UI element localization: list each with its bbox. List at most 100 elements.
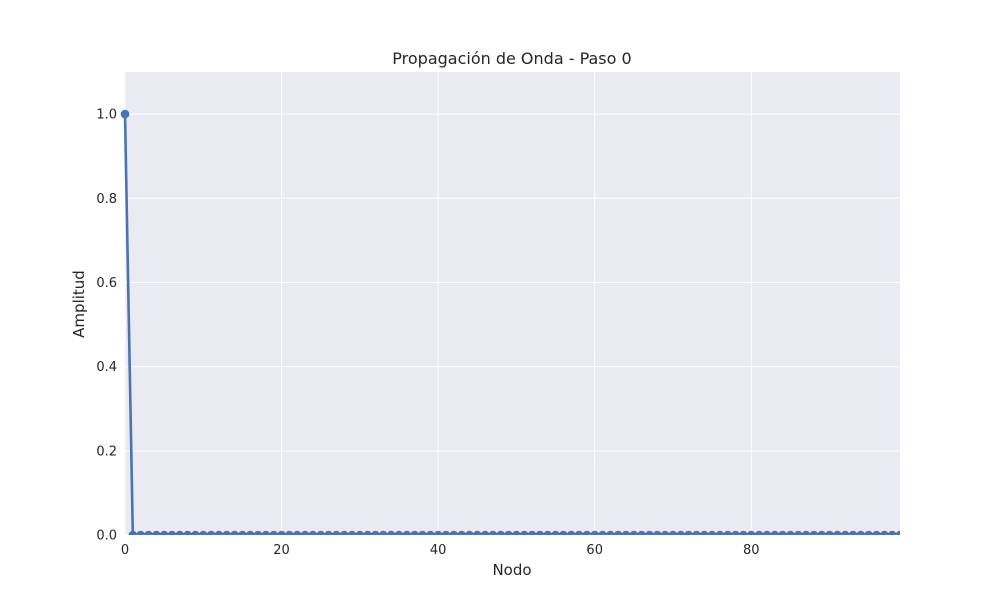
data-point xyxy=(214,530,224,535)
data-point xyxy=(856,530,866,535)
data-point xyxy=(402,530,412,535)
data-point xyxy=(230,530,239,535)
x-tick-label: 20 xyxy=(273,543,290,558)
data-point xyxy=(128,530,138,535)
data-point xyxy=(668,530,678,535)
y-axis-label: Amplitud xyxy=(70,270,88,338)
y-tick-label: 0.8 xyxy=(96,192,117,207)
data-point xyxy=(606,530,615,535)
data-point xyxy=(261,530,271,535)
data-point xyxy=(277,530,286,535)
data-point xyxy=(433,530,443,535)
data-point xyxy=(496,530,506,535)
data-point xyxy=(653,530,662,535)
data-point xyxy=(120,109,130,119)
data-point xyxy=(880,530,889,535)
data-point xyxy=(480,530,490,535)
data-point xyxy=(535,530,545,535)
data-point xyxy=(613,530,623,535)
data-point xyxy=(684,530,693,535)
data-point xyxy=(308,530,318,535)
data-point xyxy=(582,530,592,535)
data-point xyxy=(441,530,451,535)
data-point xyxy=(519,530,529,535)
data-point xyxy=(739,530,748,535)
data-point xyxy=(191,530,200,535)
data-point xyxy=(136,530,145,535)
data-point xyxy=(872,530,881,535)
data-point xyxy=(887,530,897,535)
data-point xyxy=(566,530,576,535)
data-point xyxy=(574,530,584,535)
data-point xyxy=(645,530,654,535)
data-point xyxy=(801,530,811,535)
data-point xyxy=(386,530,396,535)
data-point xyxy=(512,530,521,535)
x-tick-label: 40 xyxy=(430,543,447,558)
data-point xyxy=(426,530,435,535)
data-point xyxy=(598,530,607,535)
data-point xyxy=(676,530,686,535)
data-point xyxy=(159,530,169,535)
data-point xyxy=(167,530,177,535)
y-tick-label: 0.2 xyxy=(96,444,117,459)
data-point xyxy=(637,530,646,535)
data-point xyxy=(175,530,185,535)
data-point xyxy=(371,530,380,535)
data-point xyxy=(206,530,216,535)
data-point xyxy=(817,530,827,535)
data-point xyxy=(418,530,427,535)
data-point xyxy=(864,530,873,535)
data-point xyxy=(770,530,780,535)
data-point xyxy=(292,530,302,535)
x-tick-label: 60 xyxy=(586,543,603,558)
plot-area xyxy=(125,72,900,535)
data-point xyxy=(300,530,310,535)
data-point xyxy=(895,530,900,535)
data-point xyxy=(253,530,263,535)
data-point xyxy=(793,530,803,535)
y-tick-label: 0.0 xyxy=(96,529,117,544)
data-point xyxy=(379,530,388,535)
data-point xyxy=(762,530,772,535)
data-point xyxy=(833,530,842,535)
data-point xyxy=(809,530,819,535)
data-point xyxy=(699,530,709,535)
data-point xyxy=(144,530,153,535)
data-point xyxy=(183,530,192,535)
x-axis-label: Nodo xyxy=(492,561,531,579)
data-point xyxy=(457,530,466,535)
data-point xyxy=(238,530,247,535)
data-point xyxy=(707,530,717,535)
data-point xyxy=(660,530,670,535)
y-tick-label: 0.4 xyxy=(96,360,117,375)
data-point xyxy=(339,530,349,535)
data-point xyxy=(488,530,498,535)
grid xyxy=(124,72,900,536)
x-tick-label: 0 xyxy=(121,543,129,558)
data-point xyxy=(731,530,740,535)
data-point xyxy=(559,530,568,535)
x-tick-label: 80 xyxy=(743,543,760,558)
data-point xyxy=(715,530,725,535)
x-axis-ticks: 0 20 40 60 80 xyxy=(121,543,760,558)
data-point xyxy=(723,530,733,535)
data-point xyxy=(527,530,537,535)
data-point xyxy=(394,530,404,535)
data-point xyxy=(222,530,232,535)
y-tick-label: 1.0 xyxy=(96,108,117,123)
data-point xyxy=(285,530,294,535)
data-point xyxy=(355,530,365,535)
data-point xyxy=(848,530,858,535)
data-point xyxy=(754,530,764,535)
chart-title: Propagación de Onda - Paso 0 xyxy=(392,49,631,68)
data-point xyxy=(825,530,834,535)
data-point xyxy=(504,530,513,535)
y-tick-label: 0.6 xyxy=(96,276,117,291)
data-point xyxy=(551,530,560,535)
y-axis-ticks: 0.0 0.2 0.4 0.6 0.8 1.0 xyxy=(96,108,117,544)
data-point xyxy=(465,530,474,535)
data-point xyxy=(449,530,459,535)
data-point xyxy=(347,530,357,535)
